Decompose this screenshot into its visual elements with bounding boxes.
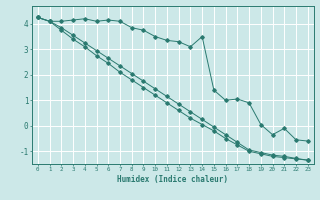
X-axis label: Humidex (Indice chaleur): Humidex (Indice chaleur) (117, 175, 228, 184)
